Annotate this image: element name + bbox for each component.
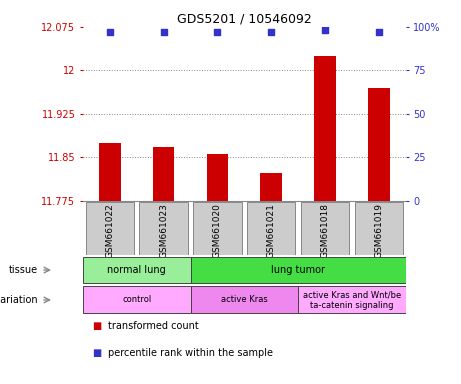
Bar bbox=[314, 56, 336, 201]
Bar bbox=[368, 88, 390, 201]
FancyBboxPatch shape bbox=[193, 202, 242, 255]
Point bbox=[106, 29, 113, 35]
Bar bbox=[99, 143, 121, 201]
Bar bbox=[260, 173, 282, 201]
Text: lung tumor: lung tumor bbox=[271, 265, 325, 275]
Text: GSM661023: GSM661023 bbox=[159, 204, 168, 258]
Title: GDS5201 / 10546092: GDS5201 / 10546092 bbox=[177, 13, 312, 26]
Text: GSM661018: GSM661018 bbox=[320, 204, 330, 258]
Text: normal lung: normal lung bbox=[107, 265, 166, 275]
FancyBboxPatch shape bbox=[301, 202, 349, 255]
Text: control: control bbox=[122, 295, 151, 305]
Text: active Kras and Wnt/be
ta-catenin signaling: active Kras and Wnt/be ta-catenin signal… bbox=[303, 290, 401, 310]
FancyBboxPatch shape bbox=[86, 202, 134, 255]
FancyBboxPatch shape bbox=[298, 286, 406, 313]
Text: GSM661020: GSM661020 bbox=[213, 204, 222, 258]
Point bbox=[214, 29, 221, 35]
Text: GSM661021: GSM661021 bbox=[267, 204, 276, 258]
Text: GSM661019: GSM661019 bbox=[374, 204, 383, 258]
FancyBboxPatch shape bbox=[83, 257, 190, 283]
FancyBboxPatch shape bbox=[355, 202, 403, 255]
Bar bbox=[153, 147, 174, 201]
FancyBboxPatch shape bbox=[247, 202, 296, 255]
Text: ■: ■ bbox=[92, 348, 101, 358]
FancyBboxPatch shape bbox=[190, 286, 298, 313]
Text: percentile rank within the sample: percentile rank within the sample bbox=[108, 348, 273, 358]
Point bbox=[321, 27, 329, 33]
Bar bbox=[207, 154, 228, 201]
FancyBboxPatch shape bbox=[190, 257, 406, 283]
Text: transformed count: transformed count bbox=[108, 321, 199, 331]
Point bbox=[160, 29, 167, 35]
Text: tissue: tissue bbox=[9, 265, 38, 275]
Text: GSM661022: GSM661022 bbox=[106, 204, 114, 258]
Text: genotype/variation: genotype/variation bbox=[0, 295, 38, 305]
Point bbox=[375, 29, 383, 35]
FancyBboxPatch shape bbox=[83, 286, 190, 313]
Point bbox=[267, 29, 275, 35]
FancyBboxPatch shape bbox=[139, 202, 188, 255]
Text: active Kras: active Kras bbox=[221, 295, 268, 305]
Text: ■: ■ bbox=[92, 321, 101, 331]
